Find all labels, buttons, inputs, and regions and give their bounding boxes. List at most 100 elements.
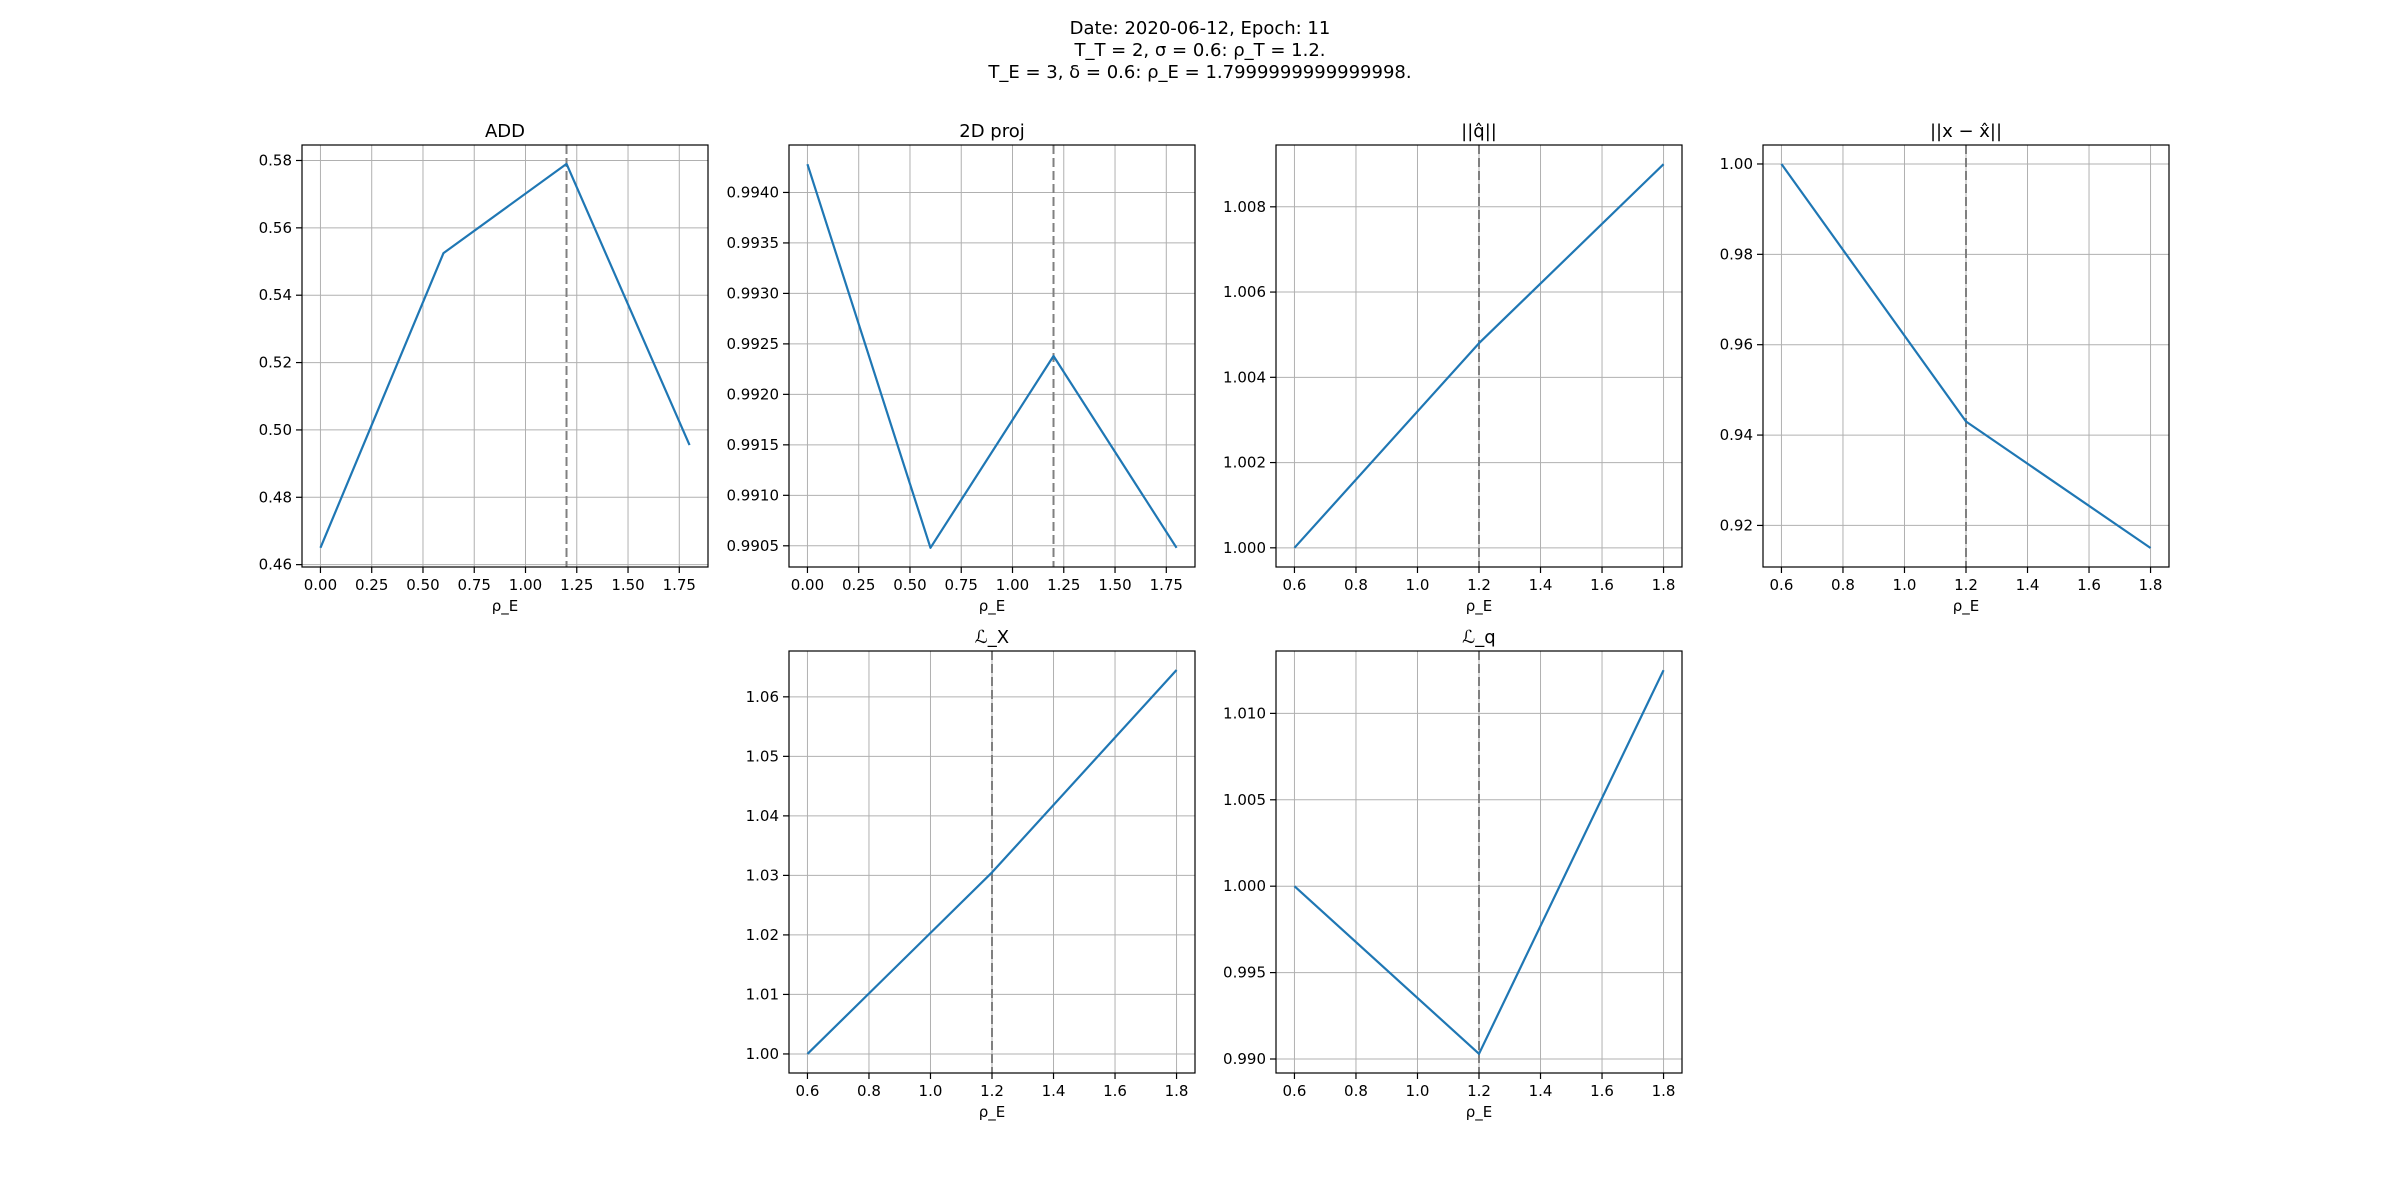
x-tick-label: 0.8	[1831, 576, 1855, 594]
x-tick-label: 1.8	[1652, 1082, 1676, 1100]
x-tick-label: 1.4	[1042, 1082, 1066, 1100]
y-tick-label: 0.9920	[727, 385, 780, 403]
x-tick-label: 0.50	[406, 576, 439, 594]
y-tick-label: 1.002	[1223, 454, 1266, 472]
x-tick-label: 0.8	[1344, 576, 1368, 594]
x-tick-label: 0.00	[791, 576, 824, 594]
x-tick-label: 0.8	[857, 1082, 881, 1100]
x-tick-label: 1.0	[1406, 576, 1430, 594]
suptitle-line-3: T_E = 3, δ = 0.6: ρ_E = 1.79999999999999…	[0, 62, 2400, 84]
y-tick-label: 0.9910	[727, 486, 780, 504]
subplot-title: ||q̂||	[1461, 121, 1497, 142]
axes-frame	[788, 144, 1196, 568]
y-tick-label: 1.00	[1720, 155, 1753, 173]
x-axis-label: ρ_E	[979, 597, 1006, 616]
subplot-2: 0.00 0.25 0.50 0.75 1.00 1.25 1.50 1.75 0.9905 0.…	[727, 121, 1196, 616]
x-axis-label: ρ_E	[1466, 597, 1493, 616]
x-tick-label: 1.50	[611, 576, 644, 594]
subplot-title: ||x − x̂||	[1930, 121, 2002, 142]
x-tick-label: 1.75	[1150, 576, 1183, 594]
series-line	[1293, 669, 1665, 1055]
y-tick-label: 1.06	[746, 688, 779, 706]
x-axis-label: ρ_E	[979, 1103, 1006, 1122]
subplot-title: ADD	[485, 121, 525, 142]
y-tick-label: 0.50	[259, 421, 292, 439]
subplot-title: ℒ_q	[1462, 627, 1495, 648]
x-tick-label: 0.6	[1770, 576, 1794, 594]
y-tick-label: 1.04	[746, 807, 779, 825]
x-tick-label: 1.0	[1893, 576, 1917, 594]
y-tick-label: 0.98	[1720, 245, 1753, 263]
x-tick-label: 1.00	[509, 576, 542, 594]
x-tick-label: 1.6	[1590, 1082, 1614, 1100]
subplot-6: 0.6 0.8 1.0 1.2 1.4 1.6 1.8 0.990 0.995 1.000 1.00…	[1223, 627, 1683, 1122]
y-tick-label: 0.48	[259, 488, 292, 506]
x-tick-label: 0.6	[1283, 1082, 1307, 1100]
y-tick-label: 0.92	[1720, 516, 1753, 534]
subplot-5: 0.6 0.8 1.0 1.2 1.4 1.6 1.8 1.00 1.01 1.02 1.03 1.0…	[746, 627, 1196, 1122]
y-tick-label: 0.94	[1720, 426, 1753, 444]
y-tick-label: 0.96	[1720, 336, 1753, 354]
y-tick-label: 0.9915	[727, 436, 780, 454]
x-axis-label: ρ_E	[1953, 597, 1980, 616]
y-tick-label: 1.008	[1223, 198, 1266, 216]
y-tick-label: 0.990	[1223, 1050, 1266, 1068]
x-tick-label: 0.6	[1283, 576, 1307, 594]
suptitle-line-2: T_T = 2, σ = 0.6: ρ_T = 1.2.	[0, 40, 2400, 62]
x-tick-label: 1.4	[1529, 576, 1553, 594]
y-tick-label: 1.004	[1223, 368, 1266, 386]
y-tick-label: 1.01	[746, 985, 779, 1003]
series-line	[1293, 163, 1665, 549]
y-tick-label: 1.05	[746, 747, 779, 765]
x-tick-label: 0.00	[304, 576, 337, 594]
y-tick-label: 1.005	[1223, 791, 1266, 809]
y-tick-label: 1.010	[1223, 704, 1266, 722]
y-tick-label: 1.02	[746, 926, 779, 944]
x-tick-label: 0.75	[458, 576, 491, 594]
y-tick-label: 0.9930	[727, 284, 780, 302]
y-tick-label: 1.000	[1223, 877, 1266, 895]
x-tick-label: 1.2	[1467, 1082, 1491, 1100]
y-tick-label: 1.00	[746, 1045, 779, 1063]
x-tick-label: 1.2	[1954, 576, 1978, 594]
x-tick-label: 1.6	[1590, 576, 1614, 594]
x-tick-label: 1.8	[1652, 576, 1676, 594]
x-tick-label: 0.8	[1344, 1082, 1368, 1100]
y-tick-label: 1.000	[1223, 539, 1266, 557]
x-axis-label: ρ_E	[1466, 1103, 1493, 1122]
y-tick-label: 0.9940	[727, 183, 780, 201]
series-line	[806, 669, 1178, 1055]
suptitle-line-1: Date: 2020-06-12, Epoch: 11	[1069, 18, 1331, 39]
subplot-3: 0.6 0.8 1.0 1.2 1.4 1.6 1.8 1.000 1.002 1.004 1.00…	[1223, 121, 1683, 616]
y-tick-label: 1.006	[1223, 283, 1266, 301]
x-tick-label: 0.6	[796, 1082, 820, 1100]
y-tick-label: 0.995	[1223, 964, 1266, 982]
x-tick-label: 1.50	[1098, 576, 1131, 594]
x-tick-label: 0.75	[945, 576, 978, 594]
subplot-title: ℒ_X	[975, 627, 1009, 648]
x-tick-label: 1.8	[1165, 1082, 1189, 1100]
x-tick-label: 1.4	[2016, 576, 2040, 594]
x-tick-label: 1.0	[1406, 1082, 1430, 1100]
x-tick-label: 0.25	[355, 576, 388, 594]
x-tick-label: 1.75	[663, 576, 696, 594]
y-tick-label: 0.54	[259, 286, 292, 304]
subplot-1: 0.00 0.25 0.50 0.75 1.00 1.25 1.50 1.75 0.46 0.48…	[259, 121, 709, 616]
y-tick-label: 0.9925	[727, 335, 780, 353]
x-tick-label: 0.50	[893, 576, 926, 594]
x-axis-label: ρ_E	[492, 597, 519, 616]
series-line	[806, 163, 1178, 549]
suptitle-line-3-text: T_E = 3, δ = 0.6: ρ_E = 1.79999999999999…	[988, 62, 1412, 83]
x-tick-label: 1.2	[1467, 576, 1491, 594]
y-tick-label: 0.56	[259, 219, 292, 237]
suptitle-line-2-text: T_T = 2, σ = 0.6: ρ_T = 1.2.	[1074, 40, 1326, 61]
x-tick-label: 1.25	[560, 576, 593, 594]
x-tick-label: 1.00	[996, 576, 1029, 594]
axes-frame	[301, 144, 709, 568]
y-tick-label: 0.46	[259, 556, 292, 574]
y-tick-label: 0.9935	[727, 234, 780, 252]
x-tick-label: 1.6	[2077, 576, 2101, 594]
subplot-4: 0.6 0.8 1.0 1.2 1.4 1.6 1.8 0.92 0.94 0.96 0.98 1.0…	[1720, 121, 2170, 616]
